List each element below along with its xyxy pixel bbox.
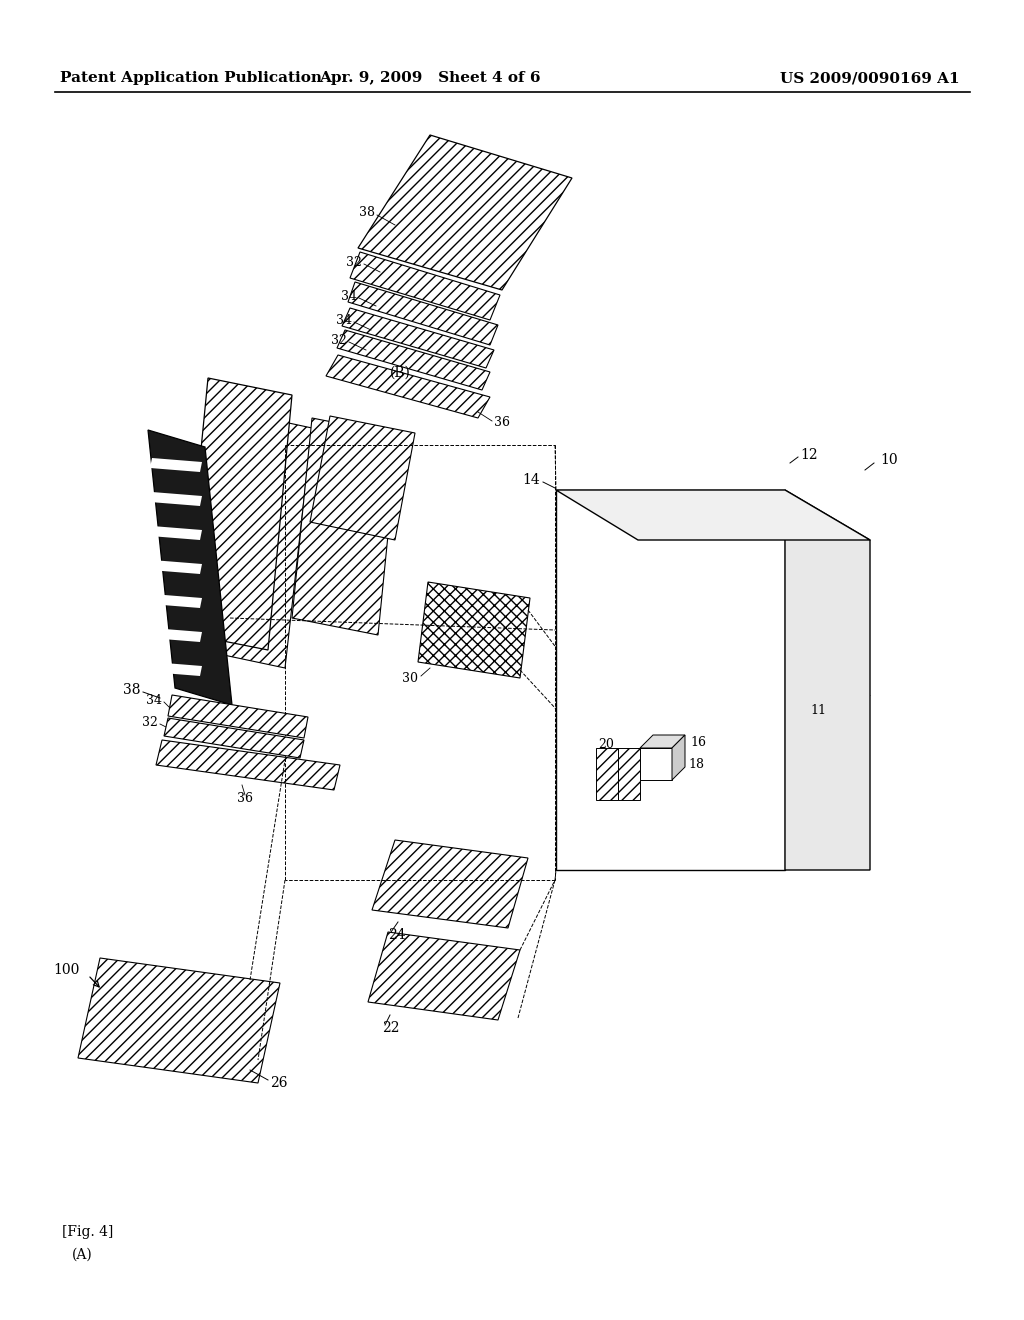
Text: 38: 38 xyxy=(359,206,375,219)
Polygon shape xyxy=(150,560,202,574)
Polygon shape xyxy=(292,418,398,635)
Polygon shape xyxy=(150,492,202,506)
Polygon shape xyxy=(418,582,530,678)
Text: US 2009/0090169 A1: US 2009/0090169 A1 xyxy=(780,71,959,84)
Text: 100: 100 xyxy=(53,964,80,977)
Text: Apr. 9, 2009   Sheet 4 of 6: Apr. 9, 2009 Sheet 4 of 6 xyxy=(319,71,541,84)
Text: 18: 18 xyxy=(688,759,705,771)
Polygon shape xyxy=(785,490,870,870)
Text: 34: 34 xyxy=(146,693,162,706)
Polygon shape xyxy=(156,741,340,789)
Text: 16: 16 xyxy=(690,735,706,748)
Polygon shape xyxy=(358,135,572,290)
Polygon shape xyxy=(183,378,292,649)
Text: [Fig. 4]: [Fig. 4] xyxy=(62,1225,114,1239)
Text: 22: 22 xyxy=(382,1020,399,1035)
Text: 26: 26 xyxy=(270,1076,288,1090)
Polygon shape xyxy=(342,308,494,368)
Text: 36: 36 xyxy=(494,417,510,429)
Text: 20: 20 xyxy=(598,738,614,751)
Text: 34: 34 xyxy=(341,289,357,302)
Polygon shape xyxy=(348,282,498,345)
Polygon shape xyxy=(150,458,202,473)
Polygon shape xyxy=(337,330,490,389)
Polygon shape xyxy=(556,490,870,540)
Polygon shape xyxy=(150,525,202,540)
Text: 24: 24 xyxy=(388,928,406,942)
Polygon shape xyxy=(78,958,280,1082)
Text: 32: 32 xyxy=(142,715,158,729)
Text: 14: 14 xyxy=(522,473,540,487)
Polygon shape xyxy=(168,696,308,738)
Polygon shape xyxy=(372,840,528,928)
Polygon shape xyxy=(148,430,232,705)
Polygon shape xyxy=(200,411,312,668)
Text: (A): (A) xyxy=(72,1247,93,1262)
Polygon shape xyxy=(150,663,202,676)
Text: 11: 11 xyxy=(810,704,826,717)
Text: 30: 30 xyxy=(402,672,418,685)
Text: (B): (B) xyxy=(390,366,411,380)
Polygon shape xyxy=(310,416,415,540)
Polygon shape xyxy=(368,932,520,1020)
Polygon shape xyxy=(350,252,500,319)
Text: 10: 10 xyxy=(880,453,898,467)
Polygon shape xyxy=(150,594,202,609)
Text: 38: 38 xyxy=(123,682,140,697)
Polygon shape xyxy=(640,748,672,780)
Text: 36: 36 xyxy=(237,792,253,804)
Polygon shape xyxy=(556,490,785,870)
Polygon shape xyxy=(164,718,304,758)
Polygon shape xyxy=(640,735,685,748)
Text: 32: 32 xyxy=(331,334,347,346)
Polygon shape xyxy=(596,748,618,800)
Polygon shape xyxy=(150,628,202,642)
Text: 34: 34 xyxy=(336,314,352,326)
Text: 12: 12 xyxy=(800,447,817,462)
Polygon shape xyxy=(618,748,640,800)
Text: Patent Application Publication: Patent Application Publication xyxy=(60,71,322,84)
Polygon shape xyxy=(672,735,685,780)
Polygon shape xyxy=(326,355,490,418)
Text: 32: 32 xyxy=(346,256,362,268)
